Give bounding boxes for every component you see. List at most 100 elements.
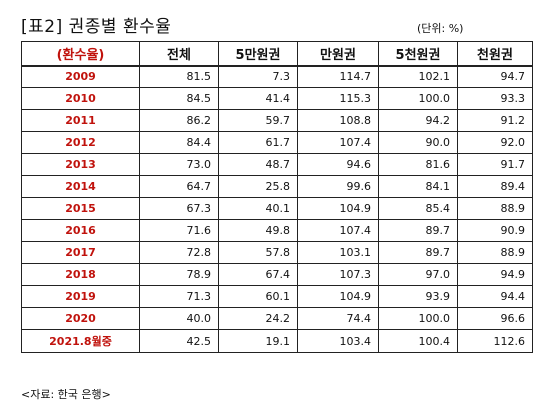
total-cell: 84.5 — [139, 87, 219, 110]
won-5000-cell: 100.4 — [378, 329, 458, 353]
won-5000-cell: 97.0 — [378, 263, 458, 286]
won-5000-cell: 89.7 — [378, 241, 458, 264]
table-title: [표2] 권종별 환수율 — [21, 17, 172, 37]
total-cell: 72.8 — [139, 241, 219, 264]
won-1000-cell: 92.0 — [457, 131, 533, 154]
source-note: <자료: 한국 은행> — [21, 388, 111, 401]
redemption-rate-table: (환수율) 전체 5만원권 만원권 5천원권 천원권 2009 81.5 7.3 11… — [21, 41, 533, 353]
year-cell: 2020 — [21, 307, 140, 330]
total-cell: 71.3 — [139, 285, 219, 308]
won-10000-cell: 114.7 — [297, 65, 379, 88]
won-50000-cell: 57.8 — [218, 241, 298, 264]
year-cell: 2012 — [21, 131, 140, 154]
won-10000-cell: 99.6 — [297, 175, 379, 198]
table-row: 2012 84.4 61.7 107.4 90.0 92.0 — [21, 131, 533, 154]
won-5000-cell: 94.2 — [378, 109, 458, 132]
header-1000-won: 천원권 — [457, 41, 533, 67]
total-cell: 40.0 — [139, 307, 219, 330]
won-50000-cell: 67.4 — [218, 263, 298, 286]
won-10000-cell: 104.9 — [297, 285, 379, 308]
won-5000-cell: 85.4 — [378, 197, 458, 220]
won-1000-cell: 94.4 — [457, 285, 533, 308]
table-row: 2015 67.3 40.1 104.9 85.4 88.9 — [21, 197, 533, 220]
won-50000-cell: 48.7 — [218, 153, 298, 176]
won-1000-cell: 89.4 — [457, 175, 533, 198]
won-50000-cell: 24.2 — [218, 307, 298, 330]
year-cell: 2019 — [21, 285, 140, 308]
year-cell: 2017 — [21, 241, 140, 264]
won-50000-cell: 41.4 — [218, 87, 298, 110]
won-10000-cell: 107.4 — [297, 131, 379, 154]
won-10000-cell: 94.6 — [297, 153, 379, 176]
won-10000-cell: 103.4 — [297, 329, 379, 353]
total-cell: 81.5 — [139, 65, 219, 88]
won-50000-cell: 61.7 — [218, 131, 298, 154]
total-cell: 86.2 — [139, 109, 219, 132]
won-1000-cell: 112.6 — [457, 329, 533, 353]
won-5000-cell: 100.0 — [378, 307, 458, 330]
year-cell: 2011 — [21, 109, 140, 132]
total-cell: 71.6 — [139, 219, 219, 242]
won-50000-cell: 40.1 — [218, 197, 298, 220]
total-cell: 78.9 — [139, 263, 219, 286]
won-1000-cell: 96.6 — [457, 307, 533, 330]
won-10000-cell: 107.3 — [297, 263, 379, 286]
won-1000-cell: 94.9 — [457, 263, 533, 286]
table-row: 2017 72.8 57.8 103.1 89.7 88.9 — [21, 241, 533, 264]
table-row: 2014 64.7 25.8 99.6 84.1 89.4 — [21, 175, 533, 198]
year-cell: 2013 — [21, 153, 140, 176]
won-1000-cell: 88.9 — [457, 241, 533, 264]
header-5000-won: 5천원권 — [378, 41, 458, 67]
won-50000-cell: 60.1 — [218, 285, 298, 308]
won-5000-cell: 84.1 — [378, 175, 458, 198]
header-50000-won: 5만원권 — [218, 41, 298, 67]
won-50000-cell: 59.7 — [218, 109, 298, 132]
won-5000-cell: 89.7 — [378, 219, 458, 242]
won-1000-cell: 93.3 — [457, 87, 533, 110]
year-cell: 2018 — [21, 263, 140, 286]
won-1000-cell: 91.2 — [457, 109, 533, 132]
total-cell: 67.3 — [139, 197, 219, 220]
year-cell: 2015 — [21, 197, 140, 220]
won-5000-cell: 81.6 — [378, 153, 458, 176]
won-50000-cell: 19.1 — [218, 329, 298, 353]
table-row: 2018 78.9 67.4 107.3 97.0 94.9 — [21, 263, 533, 286]
won-5000-cell: 102.1 — [378, 65, 458, 88]
won-10000-cell: 103.1 — [297, 241, 379, 264]
total-cell: 42.5 — [139, 329, 219, 353]
won-10000-cell: 107.4 — [297, 219, 379, 242]
won-5000-cell: 93.9 — [378, 285, 458, 308]
won-50000-cell: 49.8 — [218, 219, 298, 242]
total-cell: 84.4 — [139, 131, 219, 154]
won-5000-cell: 90.0 — [378, 131, 458, 154]
year-cell: 2009 — [21, 65, 140, 88]
won-1000-cell: 94.7 — [457, 65, 533, 88]
won-50000-cell: 25.8 — [218, 175, 298, 198]
total-cell: 73.0 — [139, 153, 219, 176]
table-row: 2016 71.6 49.8 107.4 89.7 90.9 — [21, 219, 533, 242]
year-cell: 2016 — [21, 219, 140, 242]
table-row: 2020 40.0 24.2 74.4 100.0 96.6 — [21, 307, 533, 330]
table-body: 2009 81.5 7.3 114.7 102.1 94.7 2010 84.5 41.4 115… — [21, 65, 533, 353]
table-row: 2013 73.0 48.7 94.6 81.6 91.7 — [21, 153, 533, 176]
total-cell: 64.7 — [139, 175, 219, 198]
unit-note: (단위: %) — [417, 22, 464, 35]
header-redemption-rate: (환수율) — [21, 41, 140, 67]
won-1000-cell: 88.9 — [457, 197, 533, 220]
won-5000-cell: 100.0 — [378, 87, 458, 110]
won-10000-cell: 115.3 — [297, 87, 379, 110]
table-row: 2011 86.2 59.7 108.8 94.2 91.2 — [21, 109, 533, 132]
header-total: 전체 — [139, 41, 219, 67]
won-10000-cell: 108.8 — [297, 109, 379, 132]
won-10000-cell: 104.9 — [297, 197, 379, 220]
won-1000-cell: 91.7 — [457, 153, 533, 176]
won-1000-cell: 90.9 — [457, 219, 533, 242]
table-row: 2021.8월중 42.5 19.1 103.4 100.4 112.6 — [21, 329, 533, 353]
table-row: 2019 71.3 60.1 104.9 93.9 94.4 — [21, 285, 533, 308]
year-cell: 2014 — [21, 175, 140, 198]
table-row: 2009 81.5 7.3 114.7 102.1 94.7 — [21, 65, 533, 88]
table-header-row: (환수율) 전체 5만원권 만원권 5천원권 천원권 — [21, 41, 533, 67]
year-cell: 2010 — [21, 87, 140, 110]
year-cell: 2021.8월중 — [21, 329, 140, 353]
table-row: 2010 84.5 41.4 115.3 100.0 93.3 — [21, 87, 533, 110]
